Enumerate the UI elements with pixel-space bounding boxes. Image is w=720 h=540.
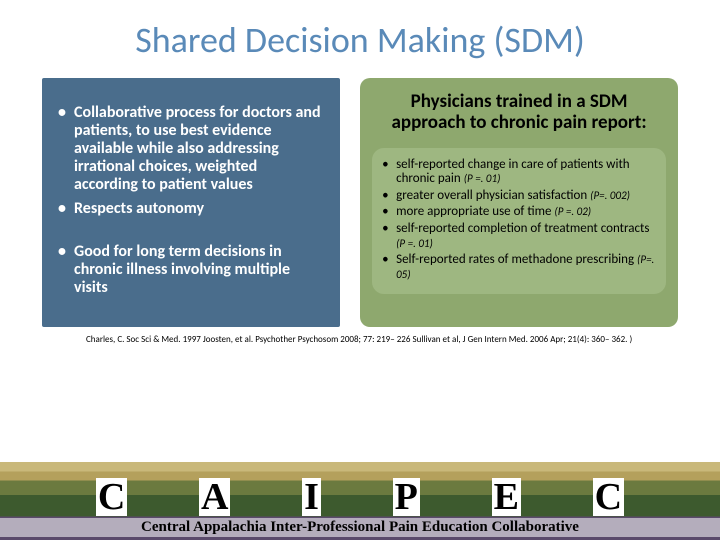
footer-text: Central Appalachia Inter-Professional Pa… bbox=[0, 518, 720, 537]
right-heading: Physicians trained in a SDM approach to … bbox=[372, 90, 666, 136]
letter: P bbox=[393, 478, 420, 516]
p-value: (P =. 01) bbox=[464, 172, 501, 185]
p-value: (P =. 01) bbox=[396, 237, 433, 250]
citation-text: Charles, C. Soc Sci & Med. 1997 Joosten,… bbox=[0, 327, 720, 347]
left-panel: Collaborative process for doctors and pa… bbox=[42, 78, 340, 327]
right-item: more appropriate use of time (P =. 02) bbox=[380, 205, 658, 220]
right-inner-panel: self-reported change in care of patients… bbox=[372, 148, 666, 294]
left-bullet-list-2: Good for long term decisions in chronic … bbox=[58, 243, 324, 297]
slide-container: Shared Decision Making (SDM) Collaborati… bbox=[0, 0, 720, 540]
spacer bbox=[58, 223, 324, 243]
left-bullet-list: Collaborative process for doctors and pa… bbox=[58, 104, 324, 217]
right-item: self-reported completion of treatment co… bbox=[380, 222, 658, 251]
letter: I bbox=[302, 478, 321, 516]
letter: C bbox=[96, 478, 127, 516]
slide-title: Shared Decision Making (SDM) bbox=[0, 0, 720, 70]
item-text: Self-reported rates of methadone prescri… bbox=[396, 252, 634, 267]
item-text: more appropriate use of time bbox=[396, 204, 551, 219]
left-item: Good for long term decisions in chronic … bbox=[58, 243, 324, 297]
acronym-letters: C A I P E C bbox=[0, 478, 720, 516]
letter: C bbox=[593, 478, 624, 516]
content-columns: Collaborative process for doctors and pa… bbox=[0, 70, 720, 327]
right-item: Self-reported rates of methadone prescri… bbox=[380, 253, 658, 282]
item-text: self-reported change in care of patients… bbox=[396, 157, 630, 187]
letter: A bbox=[199, 478, 230, 516]
right-panel: Physicians trained in a SDM approach to … bbox=[360, 78, 678, 327]
p-value: (P=. 002) bbox=[590, 189, 630, 202]
right-bullet-list: self-reported change in care of patients… bbox=[380, 158, 658, 282]
right-item: greater overall physician satisfaction (… bbox=[380, 189, 658, 204]
p-value: (P =. 02) bbox=[554, 205, 591, 218]
left-item: Respects autonomy bbox=[58, 200, 324, 218]
letter: E bbox=[492, 478, 521, 516]
item-text: greater overall physician satisfaction bbox=[396, 188, 587, 203]
left-item: Collaborative process for doctors and pa… bbox=[58, 104, 324, 194]
item-text: self-reported completion of treatment co… bbox=[396, 221, 649, 236]
right-item: self-reported change in care of patients… bbox=[380, 158, 658, 187]
